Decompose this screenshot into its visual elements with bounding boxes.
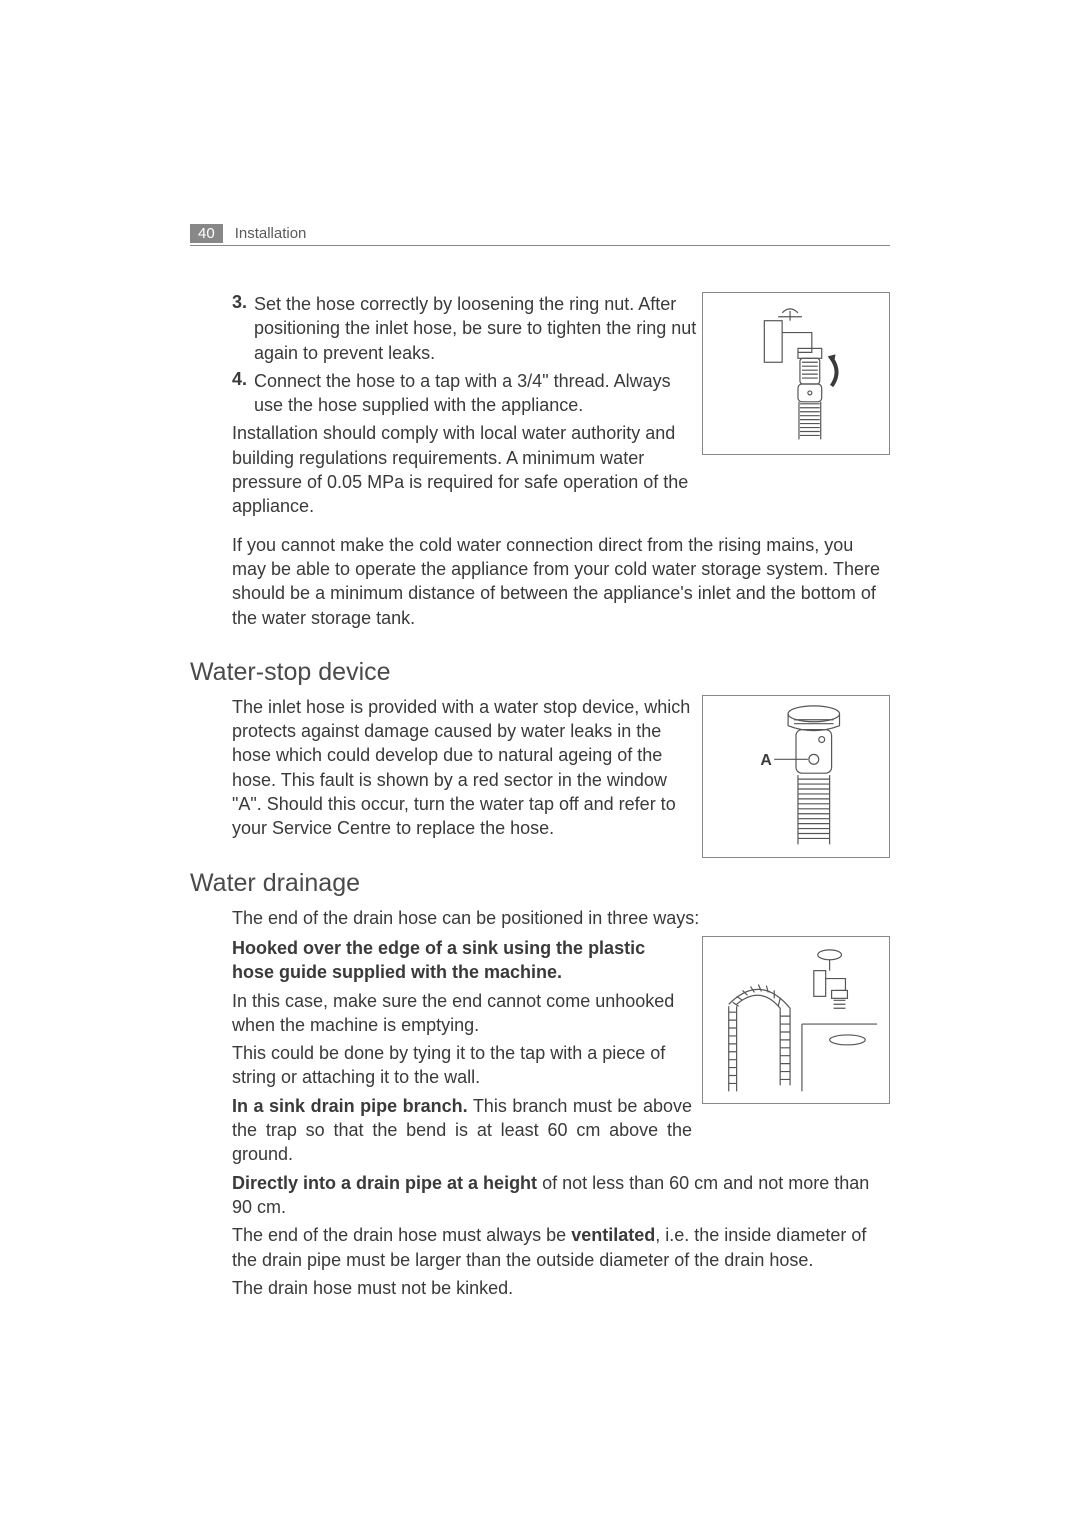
step-3-text: Set the hose correctly by loosening the … — [254, 292, 697, 365]
direct-para: Directly into a drain pipe at a height o… — [232, 1171, 890, 1220]
hooked-bold: Hooked over the edge of a sink using the… — [232, 936, 692, 985]
hooked-p1: In this case, make sure the end cannot c… — [232, 989, 692, 1038]
figure-tap-connection — [702, 292, 890, 455]
step-4-number: 4. — [232, 369, 254, 418]
ventilated-para: The end of the drain hose must always be… — [232, 1223, 890, 1272]
drainage-section: Water drainage The end of the drain hose… — [190, 869, 890, 1300]
page-number: 40 — [190, 224, 223, 243]
sink-bold: In a sink drain pipe branch. — [232, 1096, 468, 1116]
drainage-text-col: Hooked over the edge of a sink using the… — [232, 936, 692, 1167]
drainage-intro-block: The end of the drain hose can be positio… — [232, 906, 890, 930]
waterstop-label-a: A — [760, 752, 771, 769]
page-content: 40 Installation 3. Set the hose correctl… — [190, 224, 890, 1300]
tap-connection-icon — [703, 293, 889, 454]
kink-para: The drain hose must not be kinked. — [232, 1276, 890, 1300]
step-4-text: Connect the hose to a tap with a 3/4" th… — [254, 369, 697, 418]
step-3-number: 3. — [232, 292, 254, 365]
waterstop-text: The inlet hose is provided with a water … — [232, 695, 692, 841]
waterstop-heading: Water-stop device — [190, 658, 890, 687]
vent-pre: The end of the drain hose must always be — [232, 1225, 571, 1245]
waterstop-section: Water-stop device The inlet hose is prov… — [190, 658, 890, 841]
cold-water-paragraph: If you cannot make the cold water connec… — [232, 533, 890, 630]
direct-bold: Directly into a drain pipe at a height — [232, 1173, 537, 1193]
page-header: 40 Installation — [190, 224, 890, 246]
step-3: 3. Set the hose correctly by loosening t… — [232, 292, 697, 365]
waterstop-icon: A — [703, 696, 889, 857]
steps-block: 3. Set the hose correctly by loosening t… — [190, 292, 890, 519]
header-section-name: Installation — [235, 225, 307, 242]
install-paragraph: Installation should comply with local wa… — [232, 421, 697, 518]
steps-text: 3. Set the hose correctly by loosening t… — [232, 292, 697, 519]
hooked-p2: This could be done by tying it to the ta… — [232, 1041, 692, 1090]
drainage-intro: The end of the drain hose can be positio… — [232, 906, 890, 930]
waterstop-text-col: The inlet hose is provided with a water … — [232, 695, 692, 841]
cold-water-block: If you cannot make the cold water connec… — [232, 533, 890, 630]
figure-waterstop: A — [702, 695, 890, 858]
drainage-lower: Directly into a drain pipe at a height o… — [232, 1171, 890, 1300]
step-4: 4. Connect the hose to a tap with a 3/4"… — [232, 369, 697, 418]
drainage-heading: Water drainage — [190, 869, 890, 898]
figure-drain-hose — [702, 936, 890, 1104]
sink-branch: In a sink drain pipe branch. This branch… — [232, 1094, 692, 1167]
drain-hose-icon — [703, 937, 889, 1103]
vent-bold: ventilated — [571, 1225, 655, 1245]
